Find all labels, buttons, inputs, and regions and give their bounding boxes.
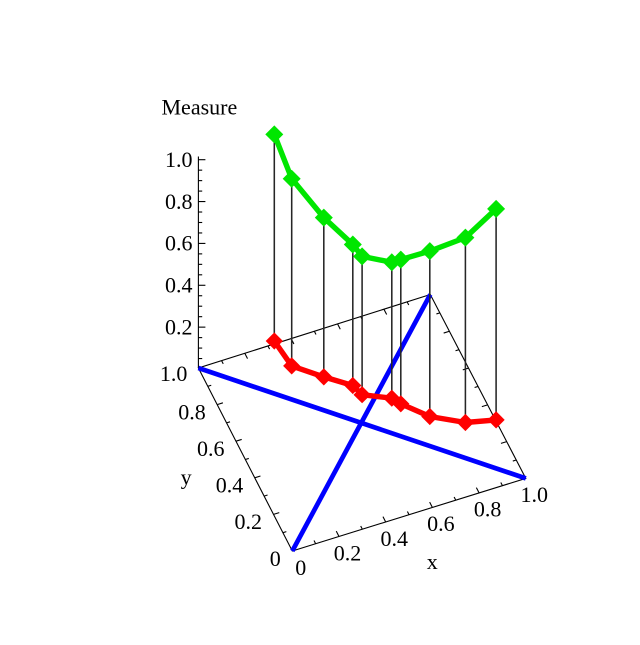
svg-text:0.8: 0.8 xyxy=(178,399,206,424)
svg-text:y: y xyxy=(181,464,192,489)
svg-text:Measure: Measure xyxy=(162,95,238,120)
svg-text:0: 0 xyxy=(270,546,281,571)
svg-text:1.0: 1.0 xyxy=(160,361,188,386)
svg-text:x: x xyxy=(427,549,438,574)
svg-text:0.8: 0.8 xyxy=(474,497,502,522)
svg-text:0.6: 0.6 xyxy=(197,436,225,461)
svg-text:0.6: 0.6 xyxy=(165,231,193,256)
svg-text:0.4: 0.4 xyxy=(165,273,193,298)
svg-text:0.2: 0.2 xyxy=(334,540,362,565)
svg-text:0.6: 0.6 xyxy=(427,511,455,536)
svg-text:1.0: 1.0 xyxy=(165,147,193,172)
svg-text:0.2: 0.2 xyxy=(165,314,193,339)
svg-text:0.2: 0.2 xyxy=(235,509,263,534)
svg-text:0: 0 xyxy=(295,555,306,580)
svg-text:0.4: 0.4 xyxy=(380,526,408,551)
svg-text:0.8: 0.8 xyxy=(165,189,193,214)
svg-text:1.0: 1.0 xyxy=(521,482,549,507)
svg-text:0.4: 0.4 xyxy=(216,473,244,498)
